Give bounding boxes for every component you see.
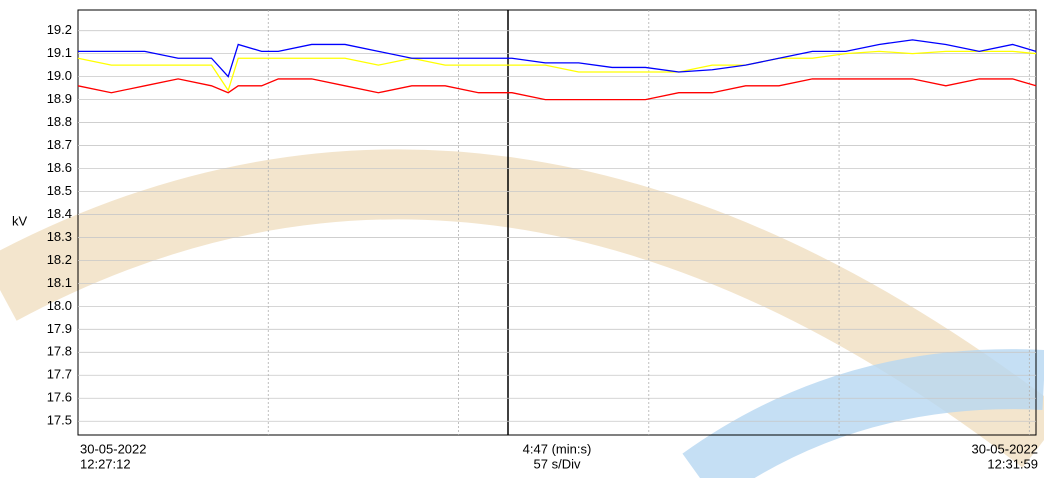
y-tick-label: 17.5	[47, 413, 72, 428]
y-tick-label: 18.6	[47, 160, 72, 175]
y-tick-label: 18.5	[47, 183, 72, 198]
y-tick-label: 18.7	[47, 137, 72, 152]
y-axis-label: kV	[12, 213, 28, 228]
y-tick-label: 17.6	[47, 390, 72, 405]
y-tick-label: 17.8	[47, 344, 72, 359]
division-label: 57 s/Div	[534, 456, 581, 471]
span-label: 4:47 (min:s)	[523, 441, 592, 456]
end-time: 12:31:59	[987, 456, 1038, 471]
start-time: 12:27:12	[80, 456, 131, 471]
y-tick-label: 19.1	[47, 45, 72, 60]
y-tick-label: 18.0	[47, 298, 72, 313]
y-tick-label: 18.3	[47, 229, 72, 244]
series-line	[77, 50, 1037, 92]
y-tick-label: 19.0	[47, 68, 72, 83]
y-tick-label: 18.9	[47, 91, 72, 106]
y-tick-label: 18.1	[47, 275, 72, 290]
y-tick-label: 19.2	[47, 22, 72, 37]
y-tick-label: 18.8	[47, 114, 72, 129]
series-line	[77, 78, 1037, 101]
plot-frame	[77, 9, 1037, 436]
end-date: 30-05-2022	[972, 441, 1039, 456]
series-line	[78, 39, 1037, 78]
watermark	[0, 149, 1044, 478]
y-tick-label: 18.4	[47, 206, 72, 221]
y-tick-label: 17.7	[47, 367, 72, 382]
y-tick-label: 17.9	[47, 321, 72, 336]
y-tick-label: 18.2	[47, 252, 72, 267]
start-date: 30-05-2022	[80, 441, 147, 456]
